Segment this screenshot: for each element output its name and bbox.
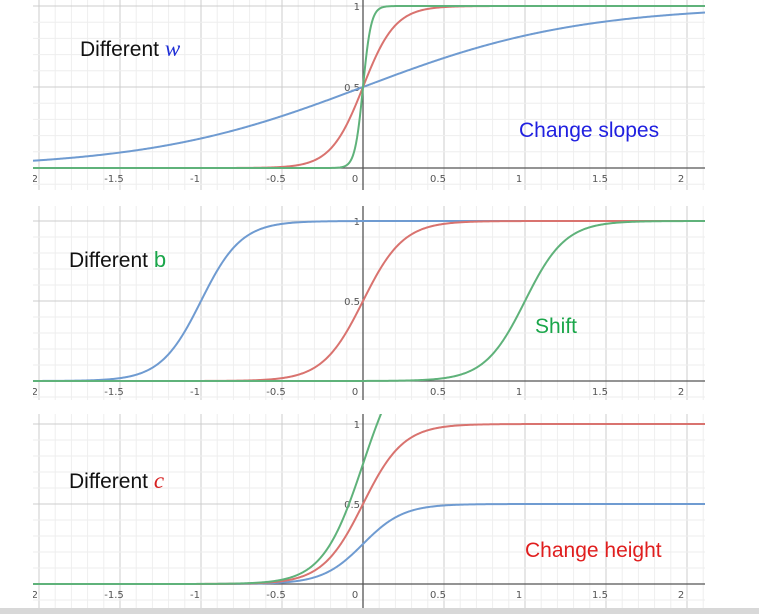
chart-b-title-symbol: b xyxy=(153,247,167,272)
x-tick-label: 2 xyxy=(678,387,684,398)
chart-b-title-prefix: Different xyxy=(69,249,148,272)
chart-different-b: -2 -1.5 -1 -0.5 0 0.5 1 1.5 2 0.5 1 xyxy=(33,206,705,400)
grid xyxy=(33,206,705,400)
x-tick-label: 0.5 xyxy=(430,174,446,185)
series-line-blue xyxy=(33,11,705,162)
y-tick-label: 0.5 xyxy=(344,297,360,308)
chart-b-annotation: Shift xyxy=(535,315,578,338)
x-tick-label: 0 xyxy=(352,590,358,601)
y-tick-label: 1 xyxy=(354,217,360,228)
x-tick-label: -0.5 xyxy=(266,387,286,398)
x-tick-label: -1.5 xyxy=(104,174,124,185)
y-tick-label: 0.5 xyxy=(344,83,360,94)
series-line-green xyxy=(33,414,383,585)
series-group xyxy=(33,220,705,382)
x-tick-label: 1 xyxy=(516,387,522,398)
y-tick-label: 1 xyxy=(354,2,360,13)
grid xyxy=(33,0,705,190)
x-tick-label: 0.5 xyxy=(430,590,446,601)
x-tick-label: -1.5 xyxy=(104,387,124,398)
x-tick-label: 1.5 xyxy=(592,174,608,185)
chart-c-title-symbol: c xyxy=(153,468,165,493)
x-tick-label: 0.5 xyxy=(430,387,446,398)
x-tick-label: -2 xyxy=(33,590,38,601)
x-tick-label: 0 xyxy=(352,174,358,185)
series-group xyxy=(33,5,705,169)
chart-w-svg: -2 -1.5 -1 -0.5 0 0.5 1 1.5 2 0.5 1 xyxy=(33,0,705,190)
window-bottom-bar xyxy=(0,608,759,614)
chart-different-w: -2 -1.5 -1 -0.5 0 0.5 1 1.5 2 0.5 1 xyxy=(33,0,705,190)
x-tick-label: -1 xyxy=(190,590,200,601)
x-tick-label: -1.5 xyxy=(104,590,124,601)
x-tick-label: -2 xyxy=(33,387,38,398)
chart-c-annotation: Change height xyxy=(525,539,662,562)
x-tick-label: -0.5 xyxy=(266,174,286,185)
chart-c-svg: -2 -1.5 -1 -0.5 0 0.5 1 1.5 2 0.5 1 xyxy=(33,414,705,609)
x-tick-label: 1 xyxy=(516,174,522,185)
x-tick-label: 0 xyxy=(352,387,358,398)
chart-b-title: Different b xyxy=(69,247,166,273)
x-tick-label: -1 xyxy=(190,387,200,398)
chart-different-c: -2 -1.5 -1 -0.5 0 0.5 1 1.5 2 0.5 1 xyxy=(33,414,705,609)
y-tick-label: 0.5 xyxy=(344,500,360,511)
chart-w-title: Different w xyxy=(80,36,180,62)
x-tick-label: 2 xyxy=(678,590,684,601)
x-tick-label: 2 xyxy=(678,174,684,185)
x-tick-label: 1 xyxy=(516,590,522,601)
x-tick-label: -0.5 xyxy=(266,590,286,601)
x-tick-label: -2 xyxy=(33,174,38,185)
chart-w-title-prefix: Different xyxy=(80,38,159,61)
series-line-green xyxy=(33,220,705,382)
chart-w-title-symbol: w xyxy=(164,36,181,61)
chart-w-annotation: Change slopes xyxy=(519,119,660,142)
series-line-green xyxy=(33,5,705,169)
x-tick-label: -1 xyxy=(190,174,200,185)
y-tick-label: 1 xyxy=(354,420,360,431)
series-group xyxy=(33,414,705,585)
x-tick-label: 1.5 xyxy=(592,387,608,398)
chart-c-title-prefix: Different xyxy=(69,470,148,493)
chart-b-svg: -2 -1.5 -1 -0.5 0 0.5 1 1.5 2 0.5 1 xyxy=(33,206,705,400)
chart-c-title: Different c xyxy=(69,468,164,494)
grid xyxy=(33,414,705,609)
x-tick-label: 1.5 xyxy=(592,590,608,601)
